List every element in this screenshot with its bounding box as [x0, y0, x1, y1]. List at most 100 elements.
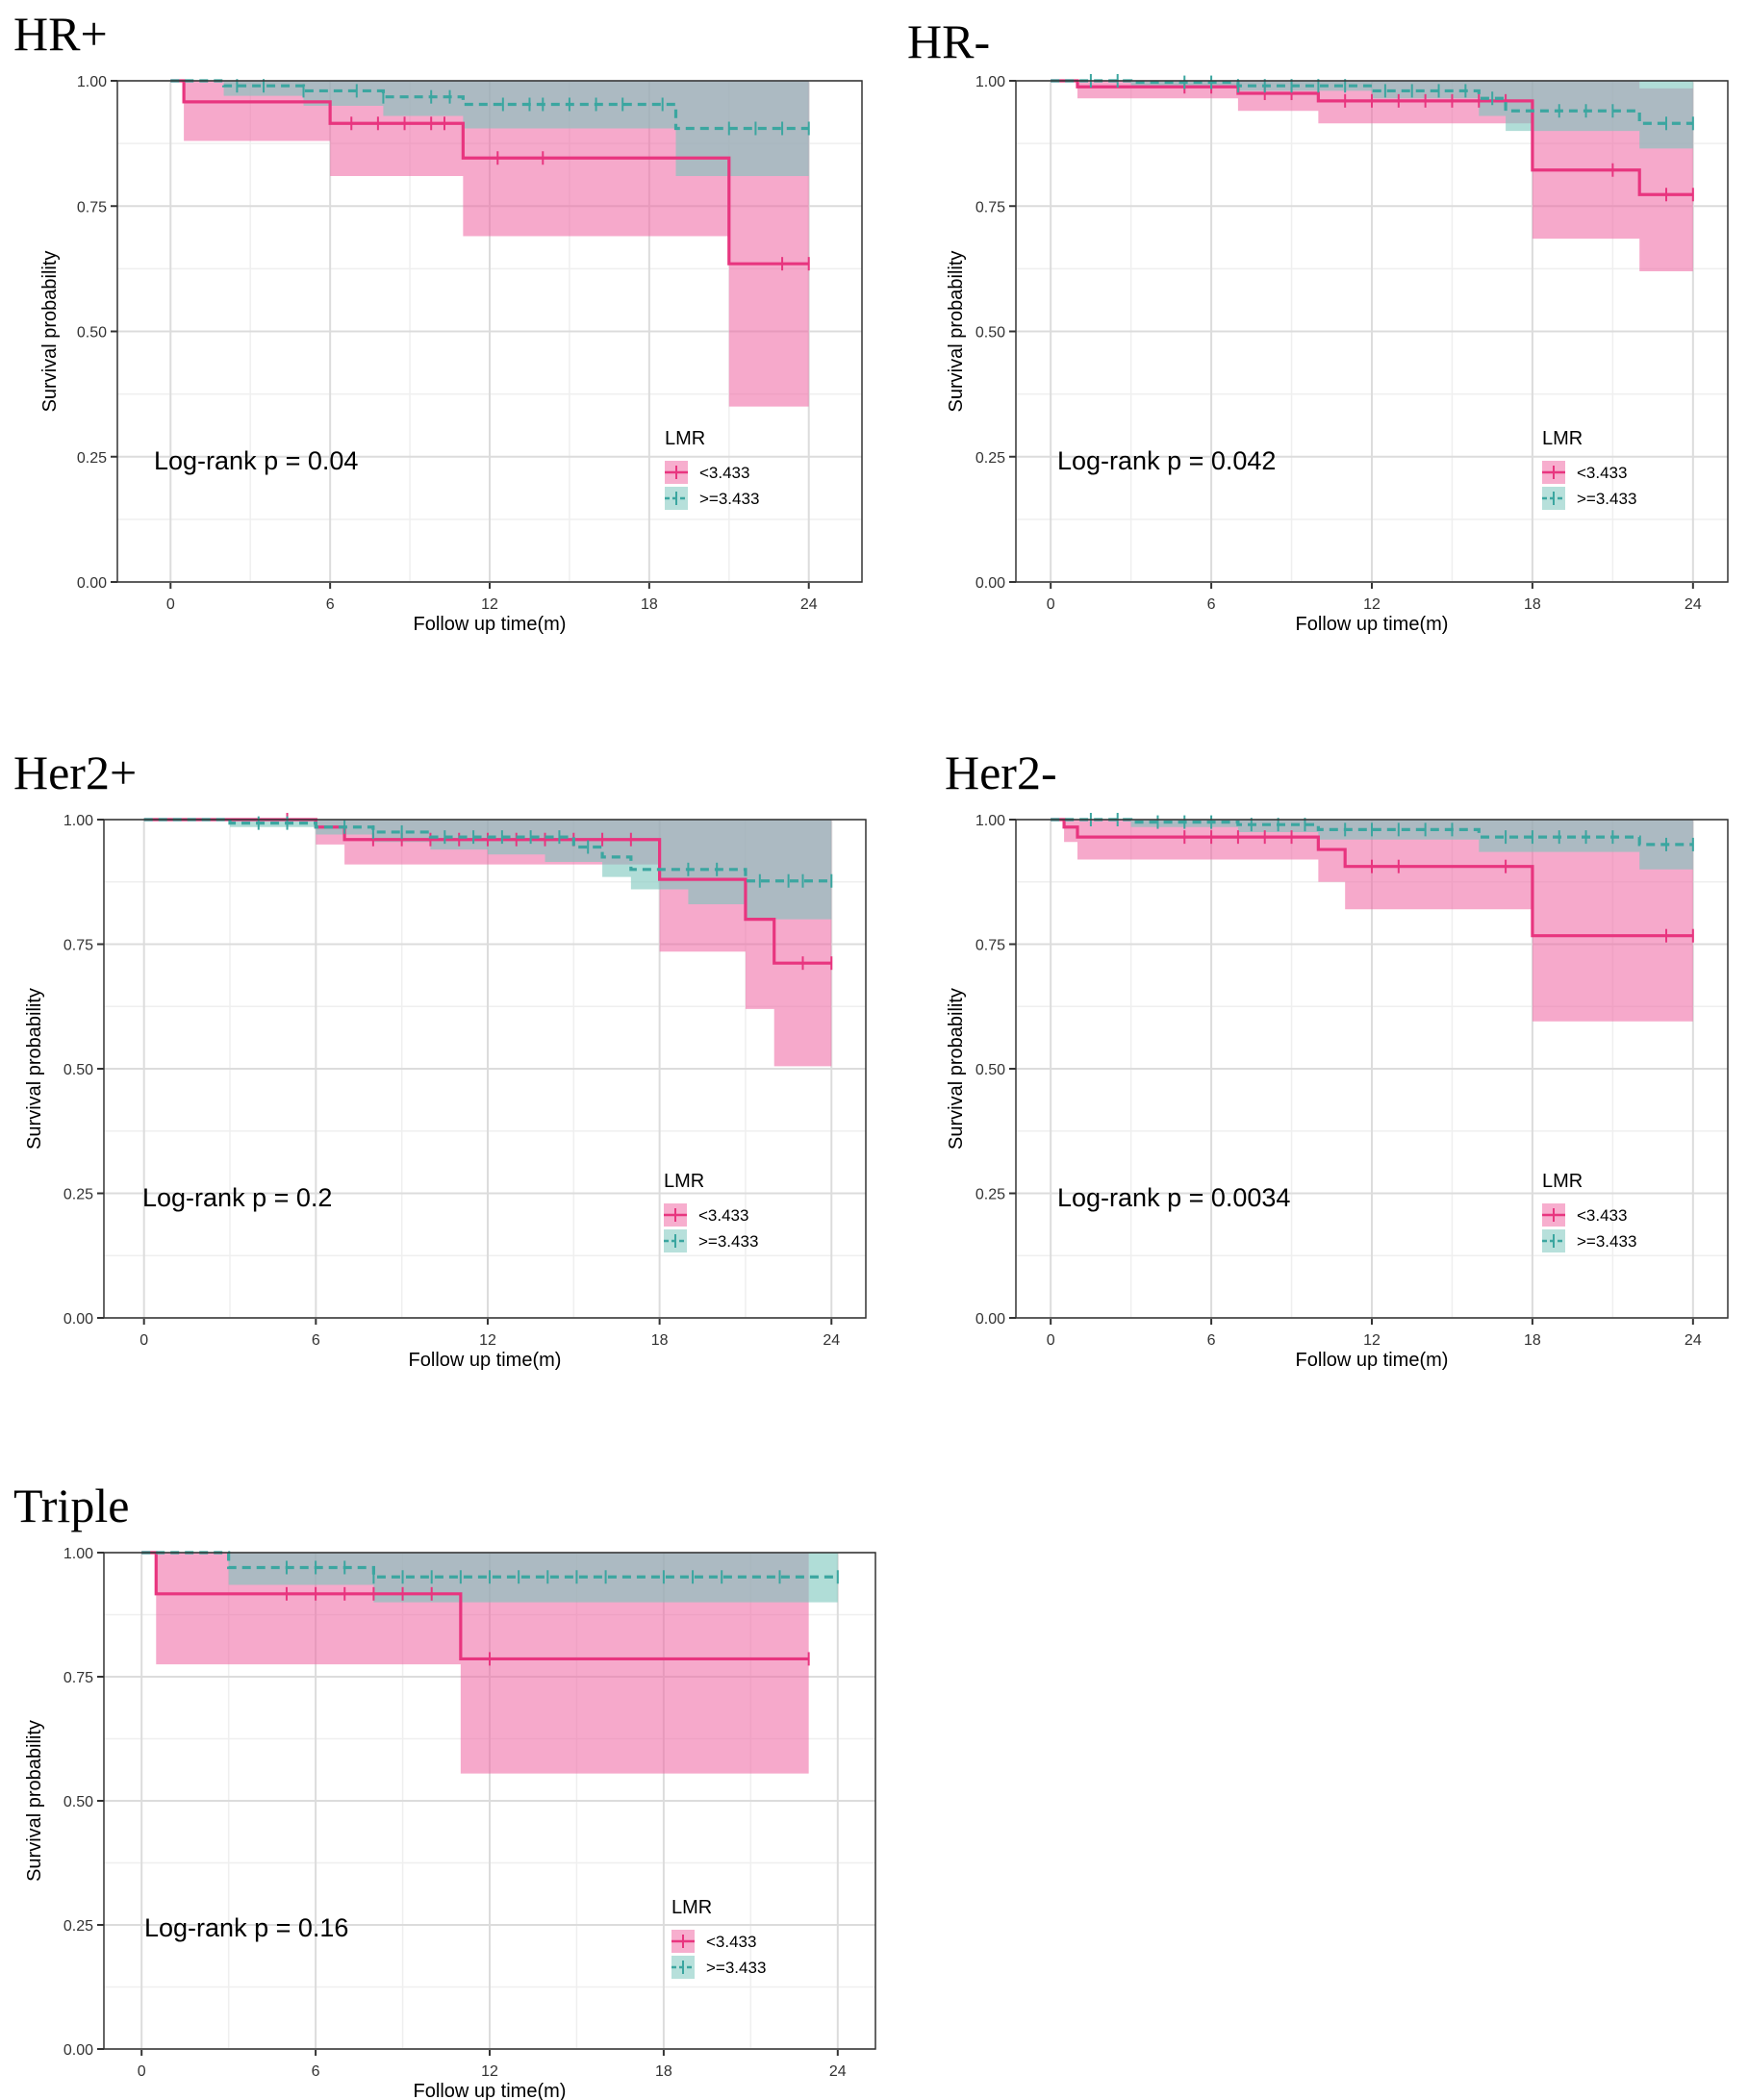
km-panel-hr-neg: HR- 0 6 12 18 24 0.00 0.25 0.50 0.75 1.00 Follow up… [907, 14, 1729, 635]
x-tick-label: 24 [829, 2063, 847, 2080]
panel-title: Triple [13, 1479, 129, 1532]
x-tick-label: 0 [139, 1332, 148, 1349]
x-tick-label: 0 [1047, 596, 1055, 613]
y-tick-label: 0.75 [975, 199, 1005, 215]
x-tick-label: 0 [1047, 1332, 1055, 1349]
x-tick-label: 18 [1524, 1332, 1541, 1349]
km-panel-her2-neg: Her2- 0 6 12 18 24 0.00 0.25 0.50 0.75 1.00 Follow … [945, 746, 1729, 1371]
legend-label: <3.433 [1577, 464, 1627, 482]
plot-frame [1015, 819, 1729, 1319]
legend-title: LMR [1542, 1171, 1583, 1192]
y-tick-label: 0.25 [77, 450, 107, 467]
x-tick-label: 12 [1363, 596, 1381, 613]
plot-frame [103, 1552, 876, 2050]
legend-label: >=3.433 [699, 490, 759, 508]
legend-label: >=3.433 [706, 1959, 766, 1977]
y-axis-title: Survival probability [946, 251, 967, 413]
survival-curve-low-lmr [1051, 79, 1693, 196]
x-tick-label: 6 [1207, 1332, 1216, 1349]
y-tick-label: 1.00 [63, 1546, 93, 1562]
x-tick-label: 6 [312, 2063, 320, 2080]
y-tick-label: 0.00 [975, 575, 1005, 592]
x-axis-title: Follow up time(m) [1296, 1350, 1449, 1371]
x-tick-label: 24 [800, 596, 818, 613]
x-axis-title: Follow up time(m) [409, 1350, 562, 1371]
km-panel-her2-negpos: Her2+ 0 6 12 18 24 0.00 0.25 0.50 0.75 1.00 Follow … [13, 746, 867, 1371]
ci-band-high-lmr [1051, 81, 1693, 149]
plot-frame [116, 80, 863, 583]
x-tick-label: 0 [166, 596, 175, 613]
x-tick-label: 18 [655, 2063, 672, 2080]
x-tick-label: 6 [1207, 596, 1216, 613]
panel-title: HR+ [13, 7, 108, 61]
y-tick-label: 0.75 [63, 1670, 93, 1686]
y-tick-label: 0.75 [975, 938, 1005, 954]
y-tick-label: 0.00 [77, 575, 107, 592]
km-panel-hr-negpos: HR+ 0 6 12 18 24 0.00 0.25 0.50 0.75 1.00 Follow up… [13, 7, 863, 635]
x-tick-label: 12 [1363, 1332, 1381, 1349]
km-panel-triple: Triple 0 6 12 18 24 0.00 0.25 0.50 0.75 1.00 Follow… [13, 1479, 876, 2100]
x-tick-label: 12 [481, 2063, 498, 2080]
y-tick-label: 0.25 [63, 1918, 93, 1935]
legend-label: >=3.433 [698, 1232, 758, 1251]
y-tick-label: 0.50 [63, 1794, 93, 1810]
x-tick-label: 6 [312, 1332, 320, 1349]
plot-frame [103, 819, 867, 1319]
legend-label: <3.433 [699, 464, 749, 482]
y-tick-label: 0.25 [975, 450, 1005, 467]
logrank-pvalue: Log-rank p = 0.16 [144, 1913, 348, 1942]
y-axis-title: Survival probability [39, 251, 61, 413]
ci-band-low-lmr [170, 81, 809, 407]
logrank-pvalue: Log-rank p = 0.042 [1057, 446, 1276, 475]
x-tick-label: 24 [1685, 1332, 1702, 1349]
legend-title: LMR [671, 1897, 712, 1918]
panel-title: Her2+ [13, 746, 137, 799]
y-tick-label: 0.25 [63, 1187, 93, 1203]
x-tick-label: 18 [641, 596, 658, 613]
survival-curve-low-lmr [170, 79, 809, 266]
x-tick-label: 12 [481, 596, 498, 613]
legend: LMR <3.433 >=3.433 [1542, 1171, 1636, 1252]
y-tick-label: 0.50 [975, 325, 1005, 342]
y-tick-label: 0.50 [77, 325, 107, 342]
y-tick-label: 0.75 [63, 938, 93, 954]
y-tick-label: 0.25 [975, 1187, 1005, 1203]
x-tick-label: 24 [823, 1332, 840, 1349]
y-axis-title: Survival probability [946, 988, 967, 1150]
legend-title: LMR [664, 1171, 704, 1192]
legend-label: <3.433 [706, 1933, 756, 1951]
y-axis-title: Survival probability [24, 1720, 45, 1882]
y-axis-title: Survival probability [24, 988, 45, 1150]
y-tick-label: 1.00 [77, 74, 107, 90]
y-tick-label: 1.00 [975, 74, 1005, 90]
legend-title: LMR [665, 428, 705, 449]
y-tick-label: 0.50 [63, 1062, 93, 1078]
survival-curve-high-lmr [1051, 818, 1693, 847]
y-tick-label: 0.00 [975, 1311, 1005, 1328]
y-tick-label: 0.50 [975, 1062, 1005, 1078]
ci-band-low-lmr [141, 1553, 809, 1774]
x-tick-label: 12 [479, 1332, 496, 1349]
legend-label: >=3.433 [1577, 1232, 1636, 1251]
x-axis-title: Follow up time(m) [414, 614, 567, 635]
legend: LMR <3.433 >=3.433 [664, 1171, 758, 1252]
y-tick-label: 1.00 [975, 813, 1005, 829]
y-tick-label: 0.75 [77, 199, 107, 215]
x-tick-label: 6 [326, 596, 335, 613]
x-tick-label: 0 [138, 2063, 146, 2080]
legend-label: <3.433 [698, 1206, 748, 1225]
panel-title: HR- [907, 14, 990, 68]
panel-title: Her2- [945, 746, 1057, 799]
y-tick-label: 0.00 [63, 1311, 93, 1328]
x-axis-title: Follow up time(m) [414, 2081, 567, 2100]
y-tick-label: 1.00 [63, 813, 93, 829]
legend: LMR <3.433 >=3.433 [665, 428, 759, 510]
y-tick-label: 0.00 [63, 2042, 93, 2059]
x-axis-title: Follow up time(m) [1296, 614, 1449, 635]
legend-label: <3.433 [1577, 1206, 1627, 1225]
logrank-pvalue: Log-rank p = 0.0034 [1057, 1183, 1290, 1212]
legend-title: LMR [1542, 428, 1583, 449]
legend: LMR <3.433 >=3.433 [671, 1897, 766, 1979]
legend: LMR <3.433 >=3.433 [1542, 428, 1636, 510]
